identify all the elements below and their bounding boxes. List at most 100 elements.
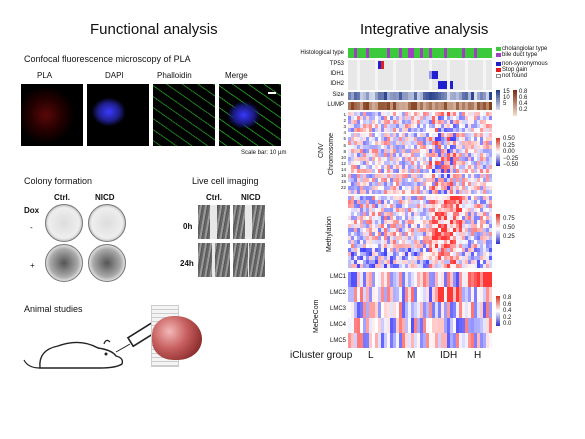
- colony-dish-ctrl-minus: [45, 204, 83, 242]
- heatmap-cell: [438, 212, 441, 216]
- heatmap-cell: [363, 332, 366, 348]
- heatmap-cell: [348, 165, 351, 170]
- heatmap-cell: [486, 165, 489, 170]
- heatmap-cell: [405, 120, 408, 125]
- heatmap-cell: [459, 252, 462, 256]
- heatmap-cell: [471, 204, 474, 208]
- heatmap-cell: [375, 196, 378, 200]
- lump-label: LUMP: [327, 102, 344, 108]
- heatmap-cell: [351, 317, 354, 333]
- heatmap-cell: [399, 212, 402, 216]
- heatmap-cell: [462, 232, 465, 236]
- chromosome-tick: 16: [340, 173, 346, 178]
- heatmap-cell: [462, 181, 465, 186]
- heatmap-cell: [402, 260, 405, 264]
- heatmap-cell: [387, 169, 390, 174]
- heatmap-cell: [360, 181, 363, 186]
- heatmap-cell: [438, 169, 441, 174]
- heatmap-cell: [417, 252, 420, 256]
- heatmap-cell: [387, 244, 390, 248]
- heatmap-cell: [468, 173, 471, 178]
- heatmap-cell: [462, 140, 465, 145]
- heatmap-cell: [471, 260, 474, 264]
- heatmap-cell: [438, 140, 441, 145]
- heatmap-cell: [432, 212, 435, 216]
- heatmap-cell: [456, 252, 459, 256]
- mutation-matrix: [348, 60, 492, 90]
- heatmap-cell: [411, 252, 414, 256]
- heatmap-cell: [444, 81, 447, 89]
- heatmap-cell: [405, 185, 408, 190]
- heatmap-cell: [369, 302, 372, 318]
- heatmap-cell: [408, 272, 411, 288]
- heatmap-cell: [357, 236, 360, 240]
- heatmap-cell: [450, 161, 453, 166]
- heatmap-cell: [390, 148, 393, 153]
- heatmap-cell: [375, 165, 378, 170]
- heatmap-cell: [417, 240, 420, 244]
- heatmap-cell: [441, 132, 444, 137]
- heatmap-cell: [441, 140, 444, 145]
- heatmap-cell: [357, 212, 360, 216]
- heatmap-cell: [399, 185, 402, 190]
- heatmap-cell: [456, 220, 459, 224]
- heatmap-cell: [480, 332, 483, 348]
- heatmap-cell: [477, 189, 480, 194]
- heatmap-cell: [351, 272, 354, 288]
- heatmap-cell: [348, 224, 351, 228]
- heatmap-cell: [360, 264, 363, 268]
- heatmap-cell: [414, 256, 417, 260]
- heatmap-cell: [438, 157, 441, 162]
- heatmap-cell: [381, 153, 384, 158]
- heatmap-cell: [486, 140, 489, 145]
- heatmap-cell: [387, 224, 390, 228]
- heatmap-cell: [426, 240, 429, 244]
- heatmap-cell: [453, 124, 456, 129]
- heatmap-cell: [483, 317, 486, 333]
- heatmap-cell: [462, 144, 465, 149]
- heatmap-cell: [378, 132, 381, 137]
- heatmap-cell: [360, 216, 363, 220]
- heatmap-cell: [381, 120, 384, 125]
- heatmap-cell: [372, 102, 375, 110]
- heatmap-cell: [393, 228, 396, 232]
- heatmap-cell: [399, 112, 402, 117]
- heatmap-cell: [483, 196, 486, 200]
- heatmap-cell: [420, 148, 423, 153]
- heatmap-cell: [396, 264, 399, 268]
- wound-ctrl-24h: [198, 243, 230, 277]
- heatmap-cell: [444, 216, 447, 220]
- heatmap-cell: [402, 177, 405, 182]
- heatmap-cell: [360, 157, 363, 162]
- heatmap-cell: [435, 116, 438, 121]
- heatmap-cell: [462, 124, 465, 129]
- heatmap-cell: [474, 248, 477, 252]
- heatmap-cell: [450, 112, 453, 117]
- heatmap-cell: [459, 128, 462, 133]
- heatmap-cell: [432, 260, 435, 264]
- heatmap-cell: [459, 157, 462, 162]
- heatmap-cell: [432, 228, 435, 232]
- heatmap-cell: [408, 264, 411, 268]
- heatmap-cell: [390, 116, 393, 121]
- medecom-ticks: 0.8 0.6 0.4 0.2 0.0: [503, 295, 512, 327]
- heatmap-cell: [369, 177, 372, 182]
- heatmap-cell: [447, 248, 450, 252]
- heatmap-cell: [456, 317, 459, 333]
- heatmap-cell: [369, 132, 372, 137]
- heatmap-cell: [381, 252, 384, 256]
- heatmap-cell: [486, 317, 489, 333]
- heatmap-cell: [459, 112, 462, 117]
- heatmap-cell: [474, 216, 477, 220]
- heatmap-cell: [438, 272, 441, 288]
- heatmap-cell: [450, 240, 453, 244]
- heatmap-cell: [360, 48, 363, 58]
- heatmap-cell: [423, 248, 426, 252]
- heatmap-cell: [432, 224, 435, 228]
- heatmap-cell: [390, 272, 393, 288]
- heatmap-cell: [417, 212, 420, 216]
- heatmap-cell: [477, 112, 480, 117]
- heatmap-cell: [351, 92, 354, 100]
- heatmap-cell: [453, 132, 456, 137]
- heatmap-cell: [441, 144, 444, 149]
